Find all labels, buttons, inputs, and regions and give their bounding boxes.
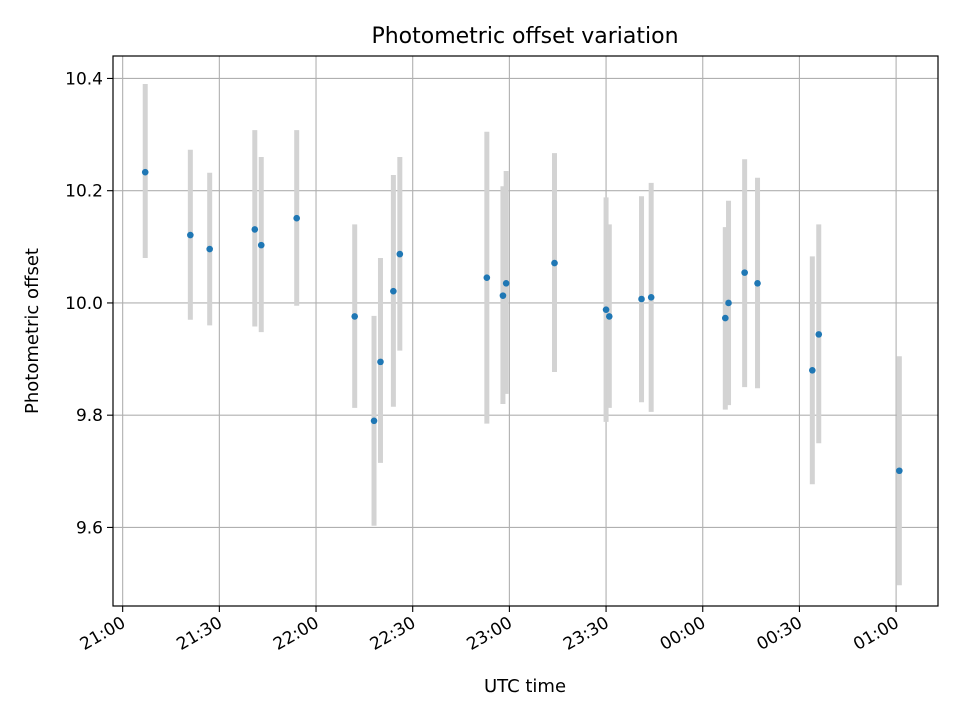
y-tick-label: 9.8 [76,406,103,426]
data-point [502,279,510,287]
data-point [605,313,613,320]
data-point [725,299,732,307]
y-tick-label: 10.0 [65,294,103,314]
y-axis-label: Photometric offset [22,248,43,414]
data-point [351,313,358,320]
data-point [293,214,300,222]
data-point [896,467,903,475]
chart-title: Photometric offset variation [371,24,678,49]
data-point [390,287,397,295]
data-point [499,292,507,299]
error-bars [142,84,902,586]
x-tick-label: 21:30 [173,613,225,655]
x-tick-label: 21:00 [77,613,129,655]
x-tick-label: 00:30 [753,613,805,655]
y-tick-label: 10.2 [65,182,103,202]
data-point [251,226,259,233]
data-point [602,306,610,313]
data-point [754,279,761,287]
data-point [377,358,384,366]
y-tick-label: 9.6 [76,518,103,538]
x-tick-label: 22:30 [367,613,419,655]
data-point [187,231,194,239]
grid [113,56,938,606]
data-point [722,314,729,322]
data-point [206,245,213,253]
data-point [551,259,558,267]
data-points [141,168,903,475]
y-tick-label: 10.4 [65,69,103,89]
data-point [638,295,645,303]
data-point [483,274,491,281]
x-tick-label: 23:30 [560,613,612,655]
data-point [741,269,748,276]
x-tick-label: 01:00 [850,613,902,655]
x-tick-label: 00:00 [657,613,709,655]
x-axis-label: UTC time [484,676,566,697]
data-point [815,331,823,338]
data-point [647,294,655,301]
data-point [396,250,404,258]
plot-frame [112,55,939,607]
data-point [809,366,816,374]
x-tick-label: 23:00 [463,613,515,655]
x-tick-label: 22:00 [270,613,322,655]
data-point [141,168,149,176]
data-point [257,241,265,249]
data-point [370,417,378,425]
